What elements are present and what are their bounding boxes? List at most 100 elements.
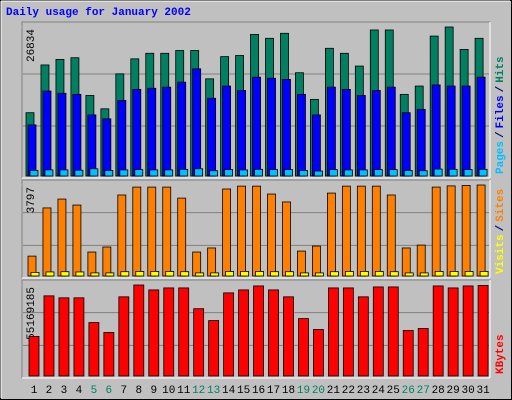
bar	[134, 169, 144, 177]
bar	[147, 87, 157, 177]
x-tick-label: 26	[402, 385, 415, 397]
bar	[329, 271, 339, 277]
bar	[72, 93, 82, 177]
x-tick-label: 10	[162, 385, 175, 397]
bar	[104, 170, 114, 177]
bar	[177, 81, 187, 177]
chart-title: Daily usage for January 2002	[6, 7, 191, 19]
bar	[254, 168, 263, 177]
x-tick-label: 30	[462, 385, 475, 397]
bar	[117, 194, 127, 277]
bar	[341, 88, 351, 177]
bar	[192, 68, 202, 177]
bar	[103, 332, 115, 377]
bar	[358, 169, 368, 177]
bar	[386, 194, 396, 277]
bar	[105, 272, 115, 277]
bar	[164, 169, 174, 177]
bar	[463, 169, 473, 177]
bar	[179, 168, 189, 177]
bar	[102, 118, 112, 177]
bar	[74, 169, 84, 177]
legend-label: Sites	[495, 189, 507, 222]
bar	[297, 93, 306, 177]
bar	[75, 271, 85, 277]
bar	[255, 271, 264, 277]
bar	[284, 169, 293, 177]
x-tick-label: 9	[150, 385, 157, 397]
x-tick-label: 4	[76, 385, 83, 397]
y-tick-label: 55169185	[26, 287, 38, 340]
bar	[479, 271, 489, 277]
bar	[27, 124, 37, 177]
bar	[45, 271, 55, 277]
bar	[150, 271, 160, 277]
bar	[476, 184, 486, 277]
bar	[163, 287, 175, 377]
bar	[476, 76, 486, 177]
bar	[359, 271, 369, 277]
bar	[344, 271, 354, 277]
x-tick-label: 17	[267, 385, 280, 397]
bar	[268, 289, 279, 377]
bar	[434, 271, 444, 277]
bar	[239, 169, 248, 177]
bar	[269, 169, 278, 177]
legend-label: Pages	[495, 141, 507, 174]
bar	[312, 245, 321, 277]
bar	[177, 197, 187, 277]
legend: Visits / Sites	[495, 189, 507, 274]
x-tick-label: 6	[106, 385, 113, 397]
bar	[283, 296, 294, 377]
bar	[462, 285, 474, 377]
bar	[282, 201, 291, 277]
bar	[165, 271, 175, 277]
bar	[89, 168, 99, 177]
bar	[312, 114, 321, 177]
bar	[135, 271, 145, 277]
bar	[342, 287, 354, 377]
bar	[102, 246, 112, 277]
bar	[343, 169, 353, 177]
bar	[446, 185, 456, 277]
bar	[252, 76, 261, 177]
bar	[225, 271, 235, 277]
bar	[431, 84, 441, 177]
bar	[59, 169, 69, 177]
bar	[417, 328, 429, 377]
bar	[402, 330, 414, 377]
bar	[240, 271, 249, 277]
bar	[149, 169, 159, 177]
x-tick-label: 5	[91, 385, 98, 397]
bar	[29, 170, 39, 177]
bar	[464, 271, 474, 277]
bar	[72, 204, 82, 277]
x-tick-label: 2	[46, 385, 53, 397]
legend-label: Visits	[495, 234, 507, 274]
bar	[28, 336, 40, 377]
bar	[180, 271, 190, 277]
bar	[87, 251, 97, 277]
bar	[208, 320, 220, 377]
bar	[416, 244, 426, 277]
bar	[147, 186, 157, 277]
bar	[315, 272, 324, 277]
bar	[222, 188, 232, 277]
bar	[132, 88, 142, 177]
bar	[42, 90, 52, 177]
x-tick-label: 16	[252, 385, 265, 397]
bar	[162, 186, 172, 277]
bar	[120, 271, 130, 277]
bar	[478, 168, 488, 177]
bar	[372, 286, 384, 377]
bar	[326, 86, 336, 177]
bar	[326, 192, 336, 277]
bar	[371, 90, 381, 177]
bar	[433, 168, 443, 177]
bar	[298, 318, 309, 377]
x-tick-label: 3	[61, 385, 68, 397]
x-tick-label: 1	[31, 385, 38, 397]
bar	[44, 169, 54, 177]
bar	[57, 198, 67, 277]
bar	[252, 185, 261, 277]
